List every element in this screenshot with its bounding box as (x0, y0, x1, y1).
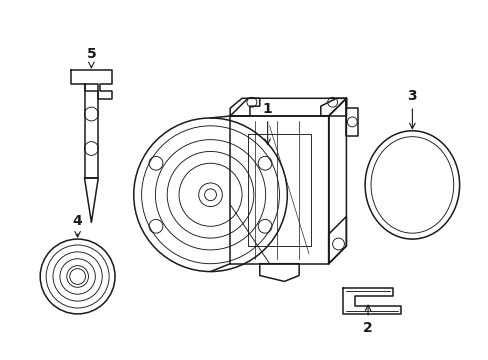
Text: 3: 3 (407, 89, 416, 129)
Text: 5: 5 (86, 47, 96, 68)
Text: 2: 2 (363, 305, 372, 335)
Text: 4: 4 (73, 214, 82, 237)
Text: 1: 1 (262, 102, 272, 144)
